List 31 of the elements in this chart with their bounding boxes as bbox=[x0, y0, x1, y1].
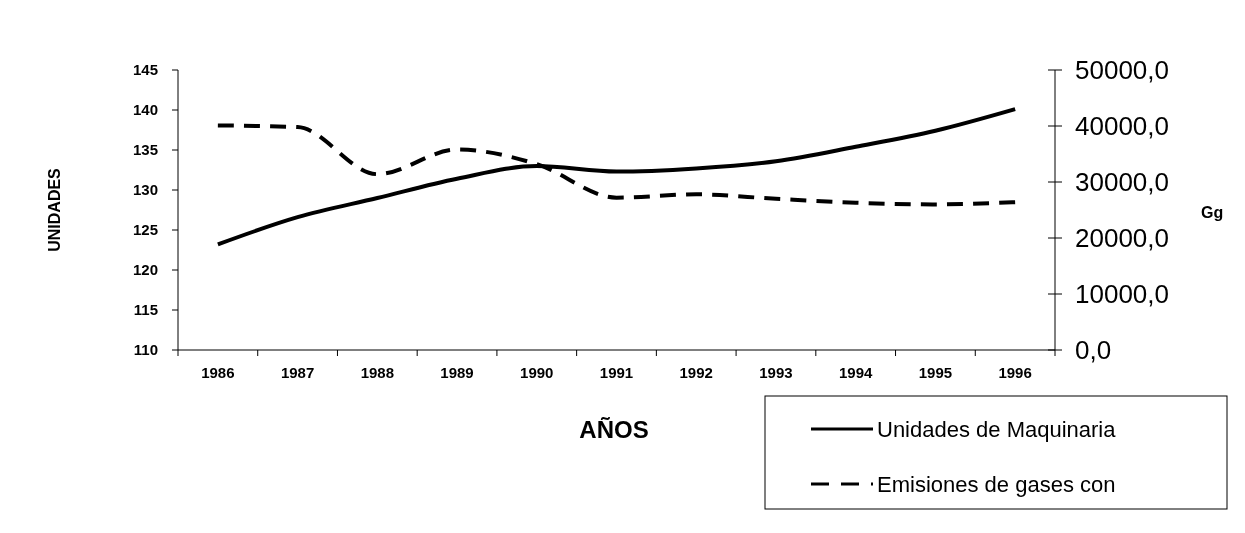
y2-tick-label: 10000,0 bbox=[1075, 279, 1169, 310]
y2-tick-label: 30000,0 bbox=[1075, 167, 1169, 198]
y2-tick-label: 0,0 bbox=[1075, 335, 1112, 366]
x-tick-label: 1988 bbox=[360, 364, 395, 381]
x-tick-label: 1989 bbox=[440, 364, 474, 381]
x-tick-label: 1991 bbox=[599, 364, 634, 381]
x-axis-title: AÑOS bbox=[579, 416, 649, 443]
x-tick-label: 1987 bbox=[280, 364, 315, 381]
x-tick-label: 1993 bbox=[759, 364, 793, 381]
y-tick-label: 135 bbox=[132, 141, 158, 159]
y-tick-label: 125 bbox=[132, 221, 158, 239]
legend-label: Emisiones de gases con bbox=[877, 471, 1116, 497]
line-series bbox=[215, 107, 1018, 247]
x-tick-label: 1995 bbox=[918, 364, 953, 381]
x-tick-label: 1992 bbox=[679, 364, 713, 381]
legend-label: Unidades de Maquinaria bbox=[877, 416, 1117, 442]
x-tick-label: 1986 bbox=[201, 364, 235, 381]
x-tick-label: 1994 bbox=[838, 364, 874, 381]
y-tick-label: 140 bbox=[132, 101, 158, 119]
y2-tick-label: 20000,0 bbox=[1075, 223, 1169, 254]
y-tick-label: 120 bbox=[132, 261, 158, 279]
y2-tick-label: 50000,0 bbox=[1075, 55, 1169, 86]
x-tick-label: 1996 bbox=[998, 364, 1032, 381]
y2-tick-label: 40000,0 bbox=[1075, 111, 1169, 142]
y-tick-label: 145 bbox=[132, 61, 158, 79]
y2-axis-title: Gg bbox=[1201, 204, 1224, 222]
y-axis-title: UNIDADES bbox=[46, 167, 63, 252]
y-tick-label: 115 bbox=[133, 301, 158, 319]
y-tick-label: 110 bbox=[133, 341, 158, 359]
y-tick-label: 130 bbox=[132, 181, 158, 199]
x-tick-label: 1990 bbox=[520, 364, 554, 381]
